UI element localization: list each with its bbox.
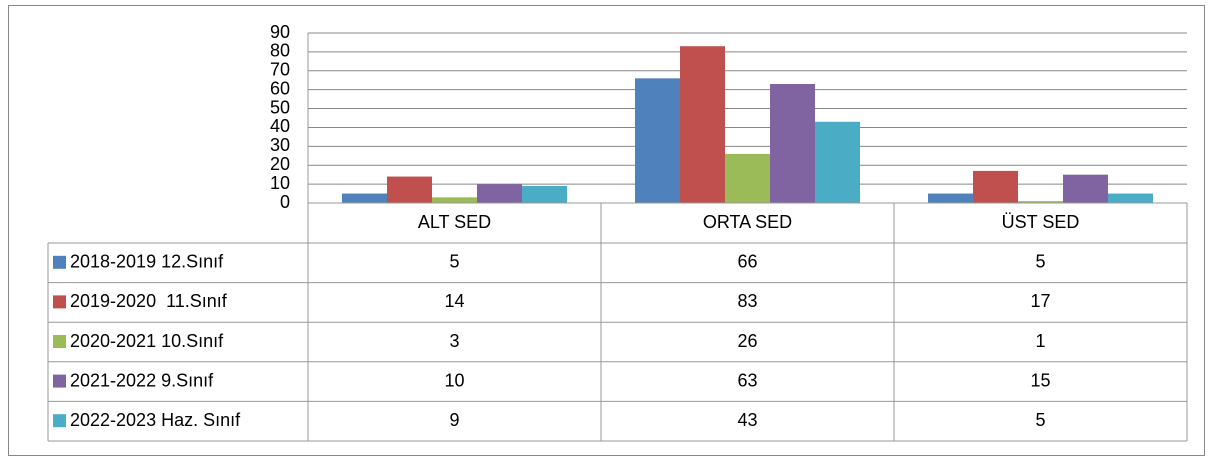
table-value: 14 [444,291,464,311]
y-tick-label: 90 [270,22,290,42]
table-value: 3 [449,331,459,351]
table-value: 10 [444,370,464,390]
bar [522,186,567,203]
y-tick-label: 70 [270,60,290,80]
bar [477,184,522,203]
legend-label: 2019-2020 11.Sınıf [70,291,228,311]
bar [387,176,432,203]
table-value: 9 [449,410,459,430]
y-tick-label: 40 [270,116,290,136]
y-tick-label: 10 [270,173,290,193]
bar [342,193,387,203]
bar [432,197,477,203]
bar [1018,201,1063,203]
bar [973,170,1018,203]
y-tick-label: 20 [270,154,290,174]
bar [815,121,860,203]
bar [635,78,680,203]
y-tick-label: 80 [270,41,290,61]
table-value: 5 [449,252,459,272]
table-value: 83 [737,291,757,311]
bar [770,84,815,203]
table-value: 5 [1035,410,1045,430]
bar [725,153,770,203]
table-value: 1 [1035,331,1045,351]
bar [680,46,725,203]
table-value: 63 [737,370,757,390]
legend-key [53,374,66,388]
table-value: 15 [1030,370,1050,390]
y-tick-label: 0 [280,192,290,212]
x-tick-label: ORTA SED [703,212,792,232]
legend-label: 2021-2022 9.Sınıf [70,370,214,390]
legend-label: 2022-2023 Haz. Sınıf [70,410,241,430]
legend-label: 2018-2019 12.Sınıf [70,252,224,272]
table-value: 26 [737,331,757,351]
x-tick-label: ÜST SED [1002,212,1080,232]
y-tick-label: 50 [270,97,290,117]
legend-key [53,255,66,269]
bar [1108,193,1153,203]
legend-key [53,335,66,348]
table-value: 17 [1030,291,1050,311]
table-value: 5 [1035,252,1045,272]
chart-border [8,5,1205,456]
y-tick-label: 60 [270,78,290,98]
table-value: 43 [737,410,757,430]
table-value: 66 [737,252,757,272]
bar [928,193,973,203]
legend-label: 2020-2021 10.Sınıf [70,331,224,351]
legend-key [53,295,66,309]
bar [1063,174,1108,203]
x-tick-label: ALT SED [418,212,491,232]
legend-key [53,414,66,428]
y-tick-label: 30 [270,135,290,155]
